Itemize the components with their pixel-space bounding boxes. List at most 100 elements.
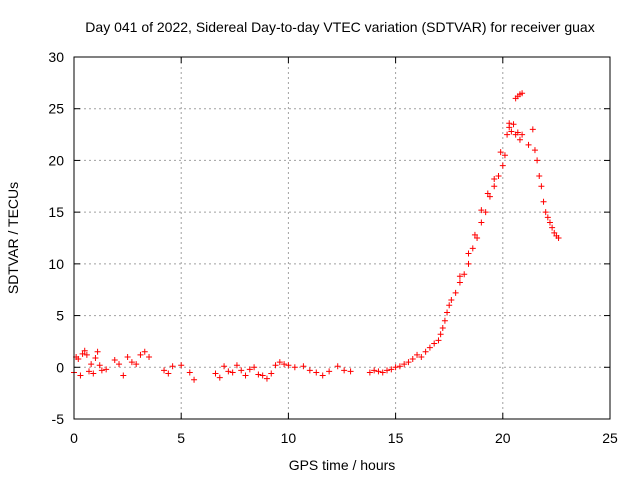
data-point [478, 207, 485, 214]
data-point [90, 370, 97, 377]
data-point [456, 273, 463, 280]
data-point [525, 141, 532, 148]
data-point [263, 375, 270, 382]
data-point [276, 359, 283, 366]
data-point [504, 131, 511, 138]
data-point [542, 209, 549, 216]
data-point [426, 344, 433, 351]
data-point [116, 361, 123, 368]
data-point [510, 121, 517, 128]
data-point [444, 309, 451, 316]
data-point [461, 271, 468, 278]
data-point [347, 368, 354, 375]
data-point [514, 129, 521, 136]
data-point [519, 131, 526, 138]
data-point [439, 324, 446, 331]
data-point [471, 231, 478, 238]
data-point [529, 126, 536, 133]
y-tick-label: 25 [48, 101, 64, 117]
data-point [88, 361, 95, 368]
data-point [86, 368, 93, 375]
data-point [534, 157, 541, 164]
data-point [495, 172, 502, 179]
data-point [375, 368, 382, 375]
data-point [501, 152, 508, 159]
data-point [469, 245, 476, 252]
data-point [233, 362, 240, 369]
data-point [497, 149, 504, 156]
y-tick-label: 30 [48, 49, 64, 65]
data-point [544, 214, 551, 221]
data-point [165, 370, 172, 377]
data-point [178, 362, 185, 369]
data-point [491, 183, 498, 190]
data-point [437, 331, 444, 338]
data-point [435, 337, 442, 344]
data-point [491, 176, 498, 183]
data-point [221, 363, 228, 370]
tick-marks [73, 56, 611, 420]
data-point [212, 370, 219, 377]
data-point [446, 302, 453, 309]
data-point [128, 359, 135, 366]
data-point [191, 376, 198, 383]
data-point [79, 350, 86, 357]
y-tick-label: -5 [52, 411, 65, 427]
data-point [94, 348, 101, 355]
data-point [482, 209, 489, 216]
data-point [465, 260, 472, 267]
data-point [516, 136, 523, 143]
data-point [75, 356, 82, 363]
data-point [77, 372, 84, 379]
data-point [536, 172, 543, 179]
data-point [474, 235, 481, 241]
y-tick-label: 0 [56, 359, 64, 375]
data-point [251, 364, 258, 371]
x-tick-label: 25 [602, 430, 618, 446]
data-point [422, 348, 429, 355]
data-point [96, 362, 103, 369]
data-point [141, 348, 148, 355]
x-tick-label: 20 [495, 430, 511, 446]
data-point [313, 369, 320, 376]
data-point [538, 183, 545, 190]
data-point [229, 369, 236, 376]
data-point [246, 366, 253, 373]
y-tick-label: 5 [56, 308, 64, 324]
data-point [388, 366, 395, 373]
data-point [409, 356, 416, 363]
x-tick-label: 10 [281, 430, 297, 446]
data-point [334, 363, 341, 370]
data-point [371, 367, 378, 374]
data-point [555, 235, 562, 241]
data-point [92, 354, 99, 361]
data-point [441, 317, 448, 324]
data-point [431, 340, 438, 347]
data-point [120, 372, 127, 379]
data-point [405, 359, 412, 366]
x-axis-label: GPS time / hours [289, 457, 396, 473]
data-point [452, 289, 459, 296]
data-point [484, 190, 491, 197]
data-point [401, 361, 408, 368]
data-points [71, 90, 562, 383]
x-tick-label: 0 [70, 430, 78, 446]
chart-title: Day 041 of 2022, Sidereal Day-to-day VTE… [85, 19, 594, 35]
data-point [268, 370, 275, 377]
data-point [98, 367, 105, 374]
data-point [169, 363, 176, 370]
data-point [83, 351, 90, 358]
data-point [259, 372, 266, 379]
data-point [146, 353, 153, 360]
data-point [111, 357, 118, 364]
x-tick-label: 5 [177, 430, 185, 446]
data-point [508, 128, 515, 135]
data-point [366, 369, 373, 376]
data-point [478, 219, 485, 226]
tick-labels: 0 5 10 15 20 25 -5 0 5 10 15 20 25 30 [48, 49, 618, 446]
data-point [414, 351, 421, 358]
data-point [306, 367, 313, 374]
data-point [285, 362, 292, 369]
data-point [242, 372, 249, 379]
